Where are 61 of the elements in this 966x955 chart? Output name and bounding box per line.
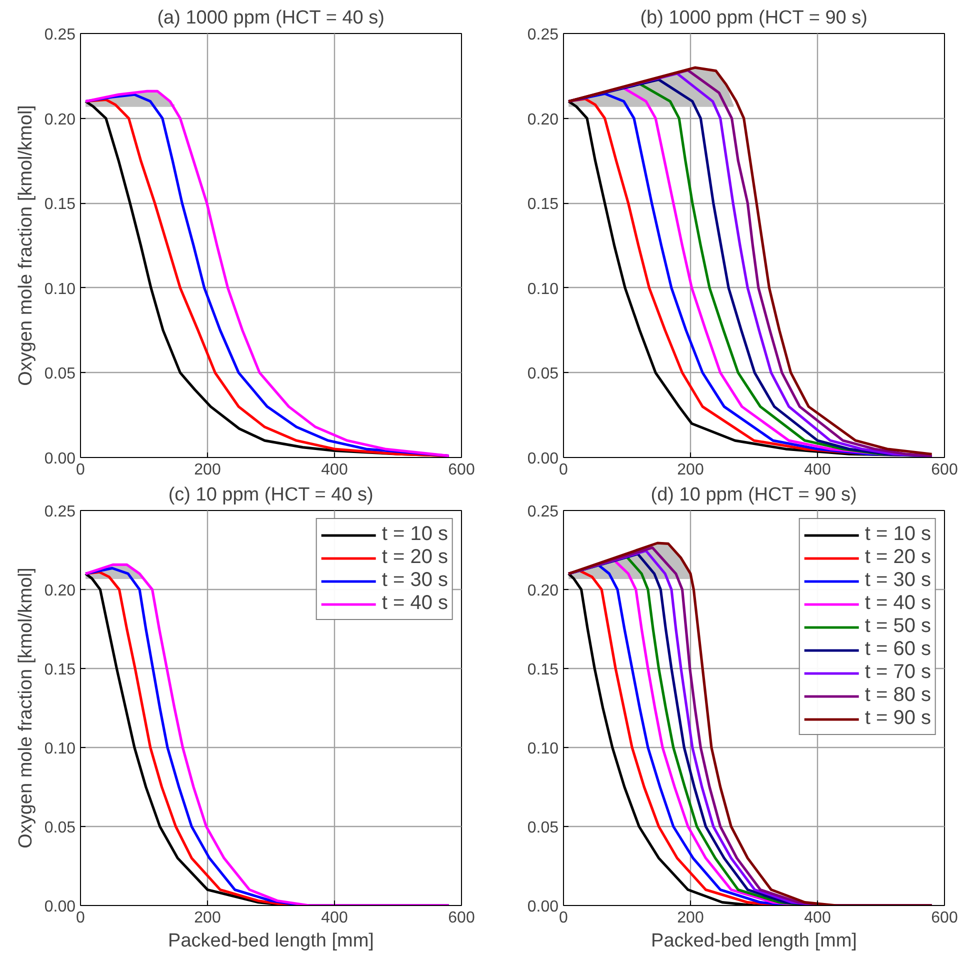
- y-tick-label: 0.25: [44, 504, 76, 520]
- legend-label: t = 30 s: [864, 569, 931, 592]
- x-tick-label: 200: [677, 462, 704, 478]
- x-tick-label: 0: [76, 462, 86, 478]
- legend-label: t = 20 s: [382, 546, 448, 569]
- y-tick-label: 0.25: [527, 26, 559, 44]
- chart-title: (d) 10 ppm (HCT = 90 s): [650, 484, 857, 506]
- legend-label: t = 60 s: [864, 638, 931, 661]
- x-tick-label: 600: [931, 910, 958, 926]
- y-tick-label: 0.15: [44, 662, 76, 678]
- x-tick-label: 200: [677, 910, 704, 926]
- x-tick-label: 200: [194, 462, 221, 478]
- legend-label: t = 70 s: [864, 661, 931, 684]
- y-tick-label: 0.00: [527, 450, 559, 468]
- chart-title: (a) 1000 ppm (HCT = 40 s): [157, 8, 384, 28]
- x-axis-title: Packed-bed length [mm]: [651, 930, 857, 952]
- y-tick-label: 0.05: [44, 366, 76, 383]
- legend-label: t = 10 s: [864, 523, 931, 546]
- legend-label: t = 40 s: [382, 592, 448, 615]
- x-tick-label: 0: [76, 910, 86, 926]
- x-tick-label: 400: [321, 462, 348, 478]
- legend-label: t = 80 s: [864, 684, 931, 707]
- chart-title: (c) 10 ppm (HCT = 40 s): [168, 484, 374, 506]
- x-tick-label: 600: [931, 462, 958, 478]
- legend-label: t = 90 s: [864, 707, 931, 730]
- x-tick-label: 400: [804, 910, 831, 926]
- legend-label: t = 20 s: [864, 546, 931, 569]
- y-axis-title: Oxygen mole fraction [kmol/kmol]: [15, 105, 36, 386]
- y-tick-label: 0.00: [44, 450, 76, 468]
- x-tick-label: 400: [321, 910, 348, 926]
- y-tick-label: 0.05: [44, 820, 76, 836]
- legend-label: t = 10 s: [382, 523, 448, 546]
- legend-label: t = 50 s: [864, 615, 931, 638]
- y-tick-label: 0.10: [44, 280, 76, 298]
- x-tick-label: 400: [804, 462, 831, 478]
- y-tick-label: 0.10: [527, 740, 559, 758]
- y-tick-label: 0.00: [44, 898, 76, 916]
- y-axis-title: Oxygen mole fraction [kmol/kmol]: [15, 568, 36, 848]
- x-axis-title: Packed-bed length [mm]: [168, 930, 374, 952]
- y-tick-label: 0.25: [44, 26, 76, 44]
- y-tick-label: 0.10: [527, 280, 559, 298]
- y-tick-label: 0.15: [527, 196, 559, 214]
- y-tick-label: 0.05: [527, 366, 559, 383]
- legend-label: t = 40 s: [864, 592, 931, 615]
- x-tick-label: 0: [559, 910, 568, 926]
- legend-label: t = 30 s: [382, 569, 448, 592]
- y-tick-label: 0.05: [527, 820, 559, 836]
- y-tick-label: 0.00: [527, 898, 559, 916]
- y-tick-label: 0.20: [44, 582, 76, 600]
- x-tick-label: 600: [448, 910, 475, 926]
- y-tick-label: 0.25: [527, 504, 559, 520]
- chart-title: (b) 1000 ppm (HCT = 90 s): [640, 8, 868, 28]
- y-tick-label: 0.15: [527, 662, 559, 678]
- x-tick-label: 0: [559, 462, 568, 478]
- y-tick-label: 0.15: [44, 196, 76, 214]
- x-tick-label: 600: [448, 462, 475, 478]
- y-tick-label: 0.20: [527, 111, 559, 128]
- y-tick-label: 0.20: [44, 111, 76, 128]
- y-tick-label: 0.10: [44, 740, 76, 758]
- x-tick-label: 200: [194, 910, 221, 926]
- y-tick-label: 0.20: [527, 582, 559, 600]
